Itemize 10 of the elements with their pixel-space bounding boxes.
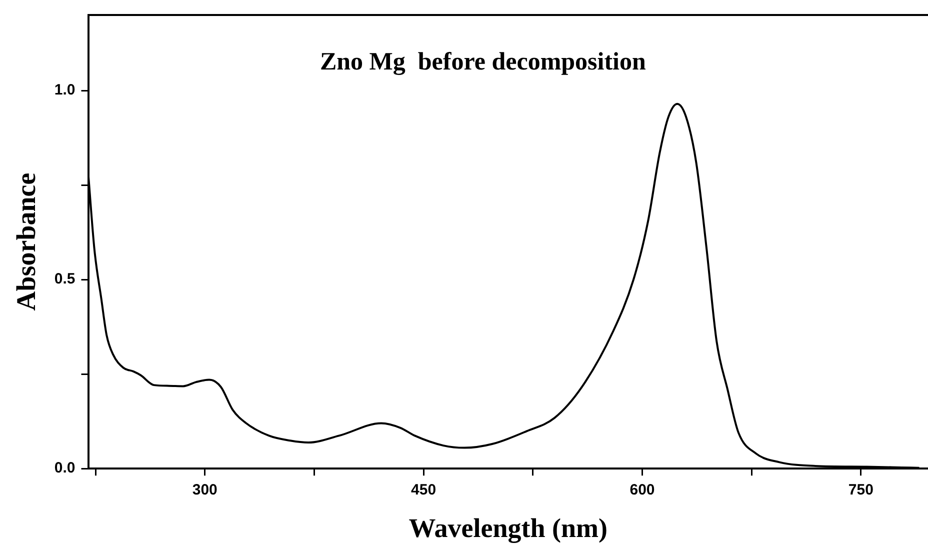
x-tick-label: 600 xyxy=(630,482,655,499)
x-tick-label: 450 xyxy=(411,482,436,499)
y-tick-label: 0.5 xyxy=(54,270,76,288)
y-tick-label: 1.0 xyxy=(54,82,76,99)
text: Zno Mg before decomposition xyxy=(320,48,646,76)
x-tick-label: 750 xyxy=(848,482,874,499)
y-axis-title: Absorbance xyxy=(11,172,42,311)
y-tick-label: 0.0 xyxy=(54,460,76,477)
x-tick-label: 300 xyxy=(192,482,218,499)
x-axis-title: Wavelength (nm) xyxy=(408,512,608,543)
